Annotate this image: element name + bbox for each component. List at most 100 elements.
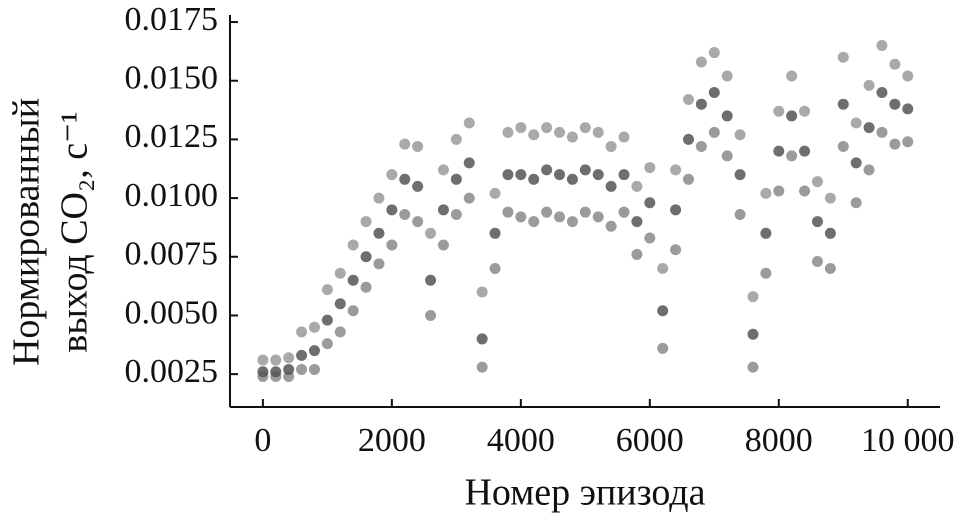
point	[554, 211, 566, 223]
y-tick-label: 0.0050	[125, 294, 219, 331]
point	[824, 263, 836, 275]
y-tick-label: 0.0100	[125, 177, 219, 214]
point	[876, 126, 888, 138]
point	[386, 204, 398, 216]
point	[863, 164, 875, 176]
point	[476, 361, 488, 373]
point	[541, 122, 553, 134]
point	[837, 140, 849, 152]
point	[489, 187, 501, 199]
y-tick-label: 0.0125	[125, 118, 219, 155]
point	[592, 211, 604, 223]
point	[463, 117, 475, 129]
point	[579, 122, 591, 134]
point	[399, 209, 411, 221]
x-tick-label: 0	[254, 422, 271, 459]
point	[334, 298, 346, 310]
point	[644, 232, 656, 244]
point	[476, 333, 488, 345]
x-tick-label: 8000	[745, 422, 813, 459]
y-tick-label: 0.0150	[125, 60, 219, 97]
point	[708, 47, 720, 59]
point	[360, 251, 372, 263]
point	[850, 197, 862, 209]
x-axis-label: Номер эпизода	[464, 472, 705, 514]
point	[799, 145, 811, 157]
point	[902, 136, 914, 148]
point	[437, 239, 449, 251]
point	[657, 342, 669, 354]
point	[811, 216, 823, 228]
point	[528, 216, 540, 228]
point	[631, 216, 643, 228]
point	[360, 281, 372, 293]
point	[799, 105, 811, 117]
point	[386, 169, 398, 181]
point	[708, 126, 720, 138]
point	[760, 187, 772, 199]
point	[476, 286, 488, 298]
point	[670, 164, 682, 176]
point	[373, 227, 385, 239]
point	[889, 58, 901, 70]
point	[799, 185, 811, 197]
point	[399, 138, 411, 150]
point	[902, 103, 914, 115]
point	[863, 122, 875, 134]
point	[321, 314, 333, 326]
point	[747, 328, 759, 340]
point	[425, 274, 437, 286]
point	[334, 267, 346, 279]
point	[296, 326, 308, 338]
point	[437, 204, 449, 216]
point	[347, 274, 359, 286]
point	[592, 126, 604, 138]
point	[618, 206, 630, 218]
point	[811, 176, 823, 188]
point	[824, 227, 836, 239]
point	[412, 216, 424, 228]
point	[824, 192, 836, 204]
point	[296, 363, 308, 375]
point	[786, 70, 798, 82]
point	[683, 94, 695, 106]
point	[515, 211, 527, 223]
point	[657, 263, 669, 275]
point	[734, 129, 746, 141]
point	[747, 361, 759, 373]
point	[502, 169, 514, 181]
y-tick-label: 0.0075	[125, 236, 219, 273]
point	[515, 122, 527, 134]
point	[321, 284, 333, 296]
point	[308, 363, 320, 375]
point	[811, 255, 823, 267]
point	[837, 98, 849, 110]
point	[270, 366, 282, 378]
point	[360, 216, 372, 228]
point	[463, 157, 475, 169]
point	[734, 209, 746, 221]
point	[566, 216, 578, 228]
point	[850, 157, 862, 169]
point	[489, 227, 501, 239]
point	[257, 366, 269, 378]
point	[308, 345, 320, 357]
point	[644, 197, 656, 209]
point	[773, 185, 785, 197]
point	[773, 145, 785, 157]
point	[334, 326, 346, 338]
point	[554, 126, 566, 138]
point	[270, 354, 282, 366]
point	[425, 227, 437, 239]
point	[605, 220, 617, 232]
point	[670, 204, 682, 216]
point	[631, 248, 643, 260]
point	[425, 309, 437, 321]
point	[889, 138, 901, 150]
x-tick-label: 10 000	[861, 422, 955, 459]
point	[528, 129, 540, 141]
point	[579, 206, 591, 218]
point	[308, 321, 320, 333]
point	[683, 173, 695, 185]
